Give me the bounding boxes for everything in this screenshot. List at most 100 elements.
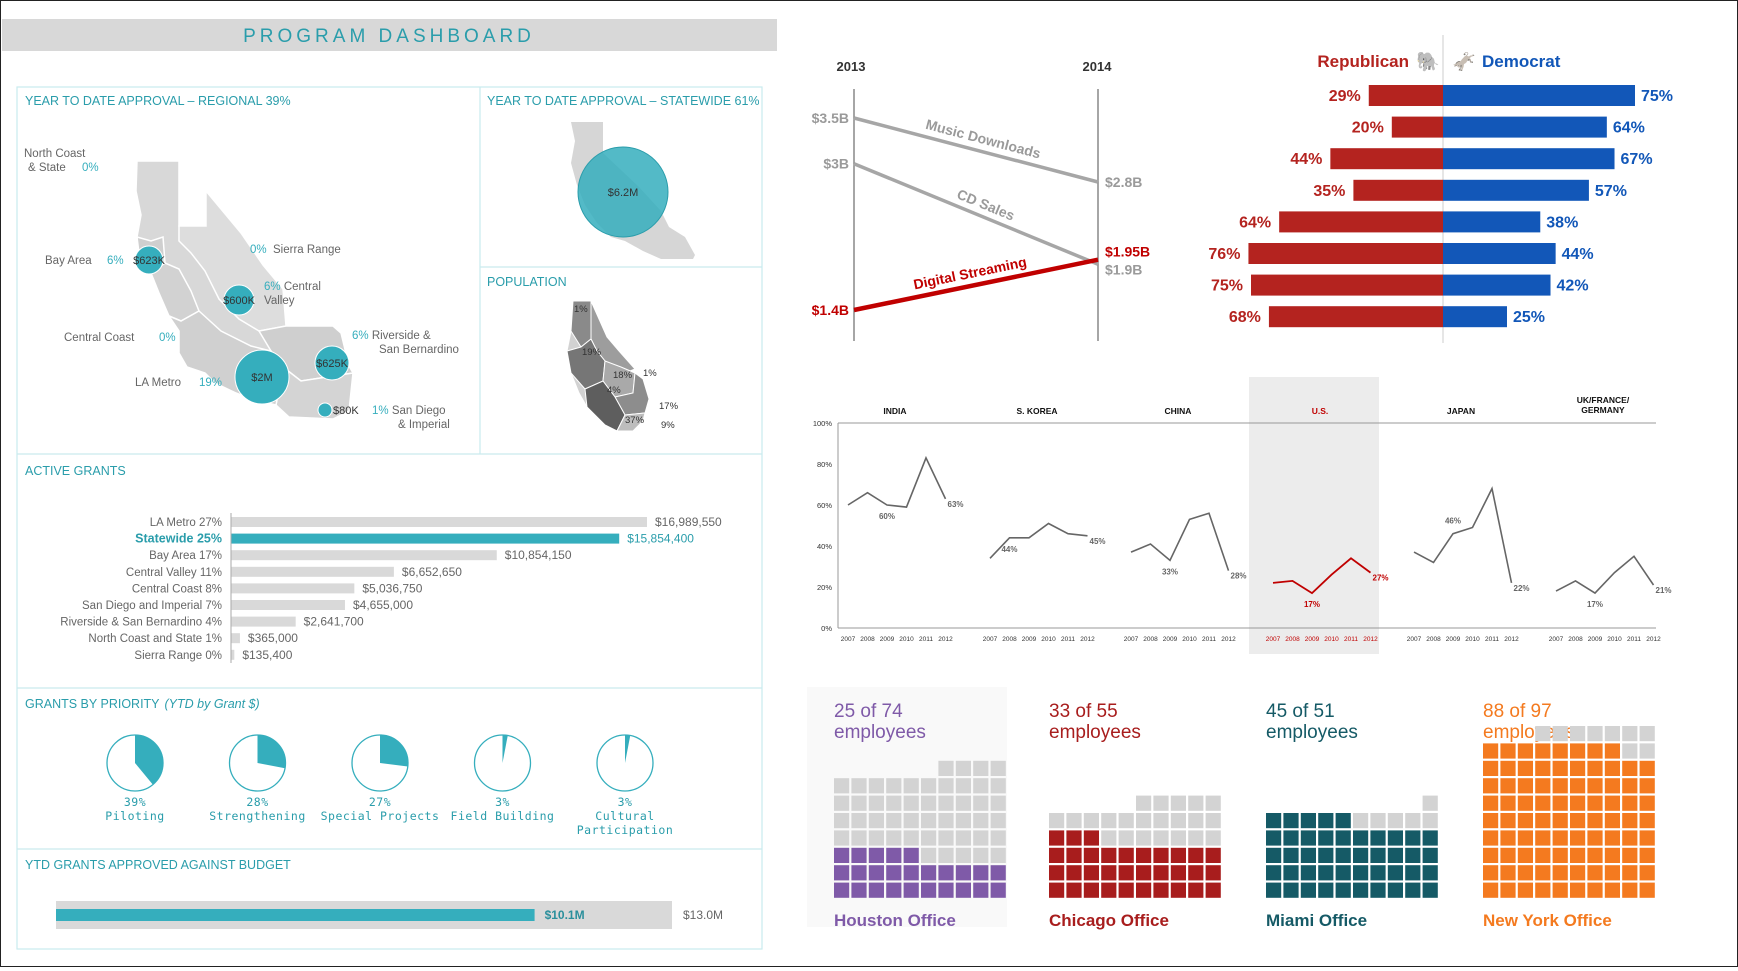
waffle-cell (1205, 882, 1221, 898)
multiples-panel-title: GERMANY (1581, 405, 1625, 415)
multiples-x-tick: 2009 (880, 636, 895, 643)
multiples-x-tick: 2010 (1465, 636, 1480, 643)
pop-label-2: 19% (582, 347, 602, 358)
pop-label-5: 4% (607, 385, 621, 396)
waffle-cell (1049, 813, 1065, 829)
republican-bar (1391, 116, 1443, 138)
regional-heading: YEAR TO DATE APPROVAL – REGIONAL 39% (25, 94, 291, 108)
republican-value: 44% (1290, 151, 1322, 168)
waffle-cell (1300, 882, 1316, 898)
democrat-value: 67% (1621, 151, 1653, 168)
waffle-cell (1604, 760, 1620, 776)
region-sierra-name: Sierra Range (273, 244, 341, 256)
waffle-cell (1136, 813, 1152, 829)
pie-slice (625, 735, 631, 763)
grant-label: San Diego and Imperial 7% (82, 600, 222, 612)
bubble-bay-area (134, 245, 164, 275)
waffle-cell (868, 795, 884, 811)
region-riverside-line2: San Bernardino (379, 344, 459, 356)
waffle-cell (1483, 865, 1499, 881)
waffle-cell (1639, 847, 1655, 863)
multiples-x-tick: 2007 (1549, 636, 1564, 643)
multiples-end-label: 22% (1514, 584, 1530, 593)
waffle-cell (990, 882, 1006, 898)
grant-value: $4,655,000 (353, 598, 413, 612)
slope-line (853, 257, 1099, 313)
republican-bar (1353, 179, 1443, 201)
grant-label: Riverside & San Bernardino 4% (60, 617, 222, 629)
waffle-cell (1587, 882, 1603, 898)
multiples-panel-title: S. KOREA (1016, 406, 1057, 416)
democrat-value: 44% (1562, 246, 1594, 263)
grant-value: $365,000 (248, 631, 298, 645)
waffle-cell (1570, 847, 1586, 863)
waffle-cell (921, 882, 937, 898)
waffle-cell (886, 830, 902, 846)
waffle-cell (834, 778, 850, 794)
waffle-cell (1587, 726, 1603, 742)
republican-value: 29% (1329, 88, 1361, 105)
waffle-cell (938, 795, 954, 811)
multiples-panel-title: CHINA (1165, 406, 1192, 416)
regional-bubbles (134, 245, 350, 418)
slope-end-label: $1.9B (1105, 261, 1142, 277)
pie-label: Field Building (451, 809, 555, 823)
waffle-cell (1639, 743, 1655, 759)
republican-value: 35% (1313, 183, 1345, 200)
amount-bay-area: $623K (133, 255, 165, 267)
waffle-cell (1083, 882, 1099, 898)
slope-start-label: $3.5B (812, 110, 849, 126)
pie-slice (257, 735, 286, 769)
republican-bar (1248, 243, 1443, 264)
waffle-cell (1535, 743, 1551, 759)
waffle-subtitle: employees (1266, 722, 1358, 743)
priority-pie: 28%Strengthening (209, 734, 305, 823)
grant-label: Bay Area 17% (149, 550, 222, 562)
multiples-x-tick: 2007 (983, 636, 998, 643)
pie-slice (380, 734, 409, 767)
waffle-cell (1205, 813, 1221, 829)
democrat-value: 64% (1613, 120, 1645, 137)
grant-bar (231, 600, 345, 610)
waffle-cell (955, 778, 971, 794)
waffle-cell (903, 813, 919, 829)
waffle-cell (1335, 813, 1351, 829)
grant-bar (231, 649, 235, 660)
waffle-cell (1500, 813, 1516, 829)
waffle-cell (1422, 847, 1438, 863)
grant-row: Central Coast 8% $5,036,750 (132, 581, 423, 595)
multiples-panel-title: UK/FRANCE/ (1577, 395, 1630, 405)
multiples-y-tick: 80% (817, 460, 832, 469)
waffle-cell (938, 830, 954, 846)
waffle-cell (851, 778, 867, 794)
waffle-cell (921, 795, 937, 811)
waffle-cell (1552, 847, 1568, 863)
grant-label: Central Coast 8% (132, 583, 222, 595)
active-grants-heading: ACTIVE GRANTS (25, 464, 126, 478)
democrat-bar (1443, 211, 1541, 233)
grant-bar (231, 616, 296, 627)
waffle-cell (834, 865, 850, 881)
region-bay-area: Bay Area (45, 255, 92, 267)
waffle-title: 45 of 51 (1266, 701, 1335, 722)
grant-value: $5,036,750 (362, 581, 422, 595)
waffle-cell (1639, 760, 1655, 776)
multiples-x-tick: 2010 (1041, 636, 1056, 643)
region-central-coast-pct: 0% (159, 332, 176, 344)
waffle-cell (1101, 847, 1117, 863)
bubble-la-metro (234, 349, 290, 405)
slope-line (853, 162, 1099, 266)
statewide-heading: YEAR TO DATE APPROVAL – STATEWIDE 61% (487, 94, 760, 108)
waffle-cell (834, 882, 850, 898)
waffle-cell (851, 847, 867, 863)
grant-row: Bay Area 17% $10,854,150 (149, 548, 572, 562)
multiples-x-tick: 2011 (1344, 636, 1358, 643)
waffle-cell (955, 847, 971, 863)
waffle-cell (1552, 726, 1568, 742)
waffle-cell (1370, 813, 1386, 829)
multiples-y-tick: 20% (817, 583, 832, 592)
waffle-cell (1188, 830, 1204, 846)
